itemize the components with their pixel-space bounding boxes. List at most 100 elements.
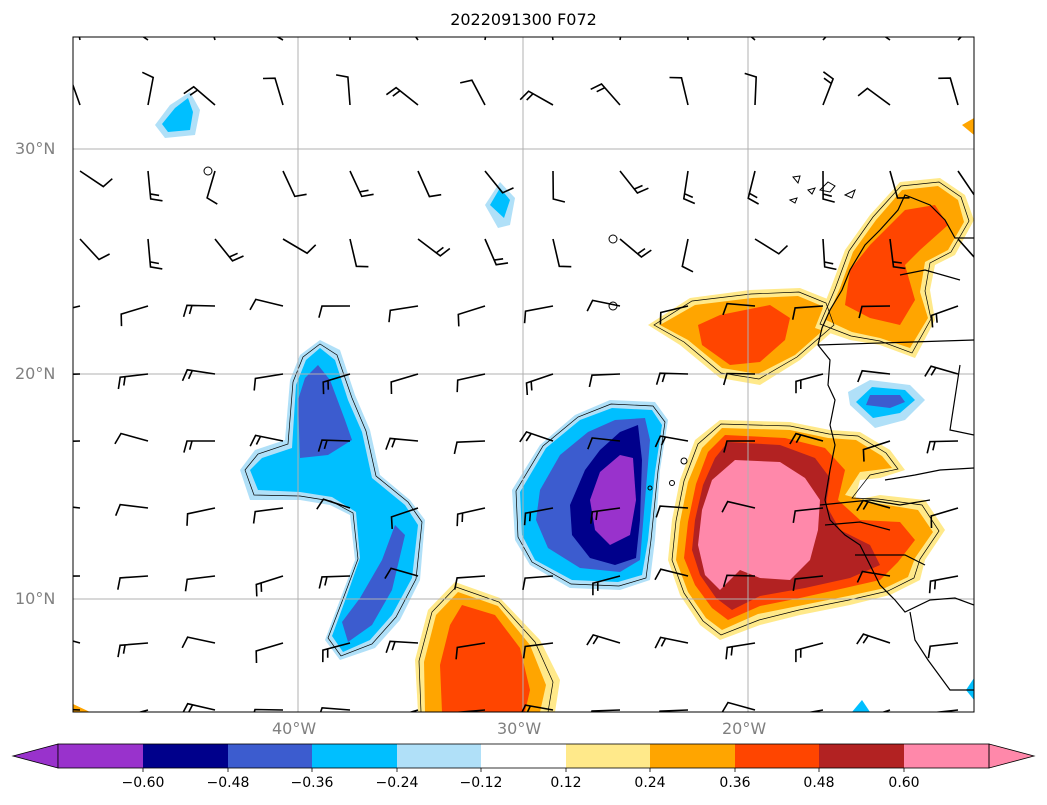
colorbar-segment [228, 744, 312, 768]
wind-barb [927, 642, 959, 659]
wind-barb [521, 704, 554, 712]
wind-barb [723, 440, 755, 453]
wind-barb [924, 365, 959, 377]
wind-barb [889, 238, 906, 270]
wind-barb [722, 574, 756, 588]
colorbar-tick-label: −0.48 [206, 775, 250, 791]
wind-barb [592, 575, 621, 596]
map-frame [72, 36, 975, 713]
positive-blob-north [648, 288, 840, 385]
wind-barb [114, 432, 149, 445]
wind-barb [408, 709, 419, 712]
wind-barb [117, 373, 149, 390]
wind-barb [938, 77, 959, 106]
wind-barb [822, 37, 827, 41]
negative-blob-west [240, 340, 425, 660]
wind-barb [181, 636, 216, 649]
wind-barb [147, 238, 163, 270]
colorbar-segment [650, 744, 735, 768]
wind-barb [456, 709, 486, 712]
colorbar-segment [735, 744, 819, 768]
wind-barb [213, 37, 216, 41]
wind-barb [932, 709, 959, 712]
wind-barb [655, 505, 689, 518]
wind-barb [722, 302, 756, 316]
colorbar-segment [566, 744, 650, 768]
wind-barb [349, 238, 369, 268]
colorbar-tick-label: 0.12 [550, 775, 582, 791]
colorbar [11, 743, 1036, 772]
wind-barb [457, 305, 486, 327]
colorbar-tick-label: 0.24 [634, 775, 666, 791]
wind-barb [147, 170, 163, 202]
wind-barb [856, 570, 891, 583]
wind-barb [552, 170, 566, 203]
lon-label-40w: 40°W [272, 719, 317, 738]
wind-barb [388, 305, 419, 323]
colorbar-segment [481, 744, 566, 768]
wind-barb [252, 507, 284, 524]
colorbar-segment [58, 744, 143, 768]
wind-barb [586, 633, 621, 646]
wind-barb [141, 71, 155, 106]
wind-barb [523, 305, 554, 324]
wind-barb [957, 238, 974, 259]
wind-barb [519, 90, 554, 106]
lon-label-20w: 20°W [722, 719, 767, 738]
wind-barb [881, 709, 891, 712]
wind-barb [79, 170, 113, 188]
wind-barb [120, 305, 149, 327]
wind-barb [552, 238, 572, 268]
map-title: 2022091300 F072 [450, 10, 597, 29]
wind-barb [587, 437, 621, 450]
wind-barb [522, 575, 554, 591]
wind-barb [181, 368, 216, 382]
wind-barb [318, 575, 351, 589]
lon-label-30w: 30°W [497, 719, 542, 738]
wind-barb [588, 373, 621, 388]
wind-barb [484, 170, 514, 194]
negative-blob-central [512, 400, 668, 590]
wind-barb [137, 709, 149, 712]
wind-barb [385, 437, 419, 450]
lat-label-30n: 30°N [15, 139, 56, 158]
wind-barb [253, 708, 284, 712]
wind-barb [186, 507, 216, 526]
wind-barb [73, 82, 81, 106]
wind-barb [249, 298, 284, 311]
wind-barb [484, 238, 509, 266]
wind-barb [262, 77, 284, 106]
wind-barb [317, 439, 351, 452]
gridlines [73, 37, 974, 712]
wind-barb [390, 373, 419, 395]
wind-barb [792, 575, 824, 592]
wind-barb [319, 706, 351, 712]
wind-barb [335, 74, 351, 106]
colorbar-segment [397, 744, 481, 768]
positive-blob-east [668, 420, 945, 640]
wind-barb [747, 170, 759, 205]
wind-barb [255, 642, 284, 664]
wind-barb [551, 37, 554, 41]
wind-barb [385, 640, 419, 653]
wind-barb [722, 372, 756, 386]
lat-label-10n: 10°N [15, 589, 56, 608]
colorbar-extend-high [988, 743, 1036, 769]
wind-barb [417, 170, 442, 198]
wind-barb [282, 238, 317, 255]
wind-barb [349, 37, 351, 41]
wind-barb [744, 72, 758, 106]
wind-barb [390, 507, 419, 529]
wind-barb [856, 633, 891, 645]
wind-barb [117, 642, 149, 658]
colorbar-segment [312, 744, 397, 768]
wind-barb [322, 373, 351, 395]
wind-barb [928, 575, 959, 594]
wind-barb [525, 373, 554, 396]
wind-barb [79, 238, 110, 261]
wind-barb [754, 238, 789, 255]
wind-barb [522, 642, 554, 659]
wind-barb [822, 71, 835, 106]
wind-barb [807, 709, 824, 712]
